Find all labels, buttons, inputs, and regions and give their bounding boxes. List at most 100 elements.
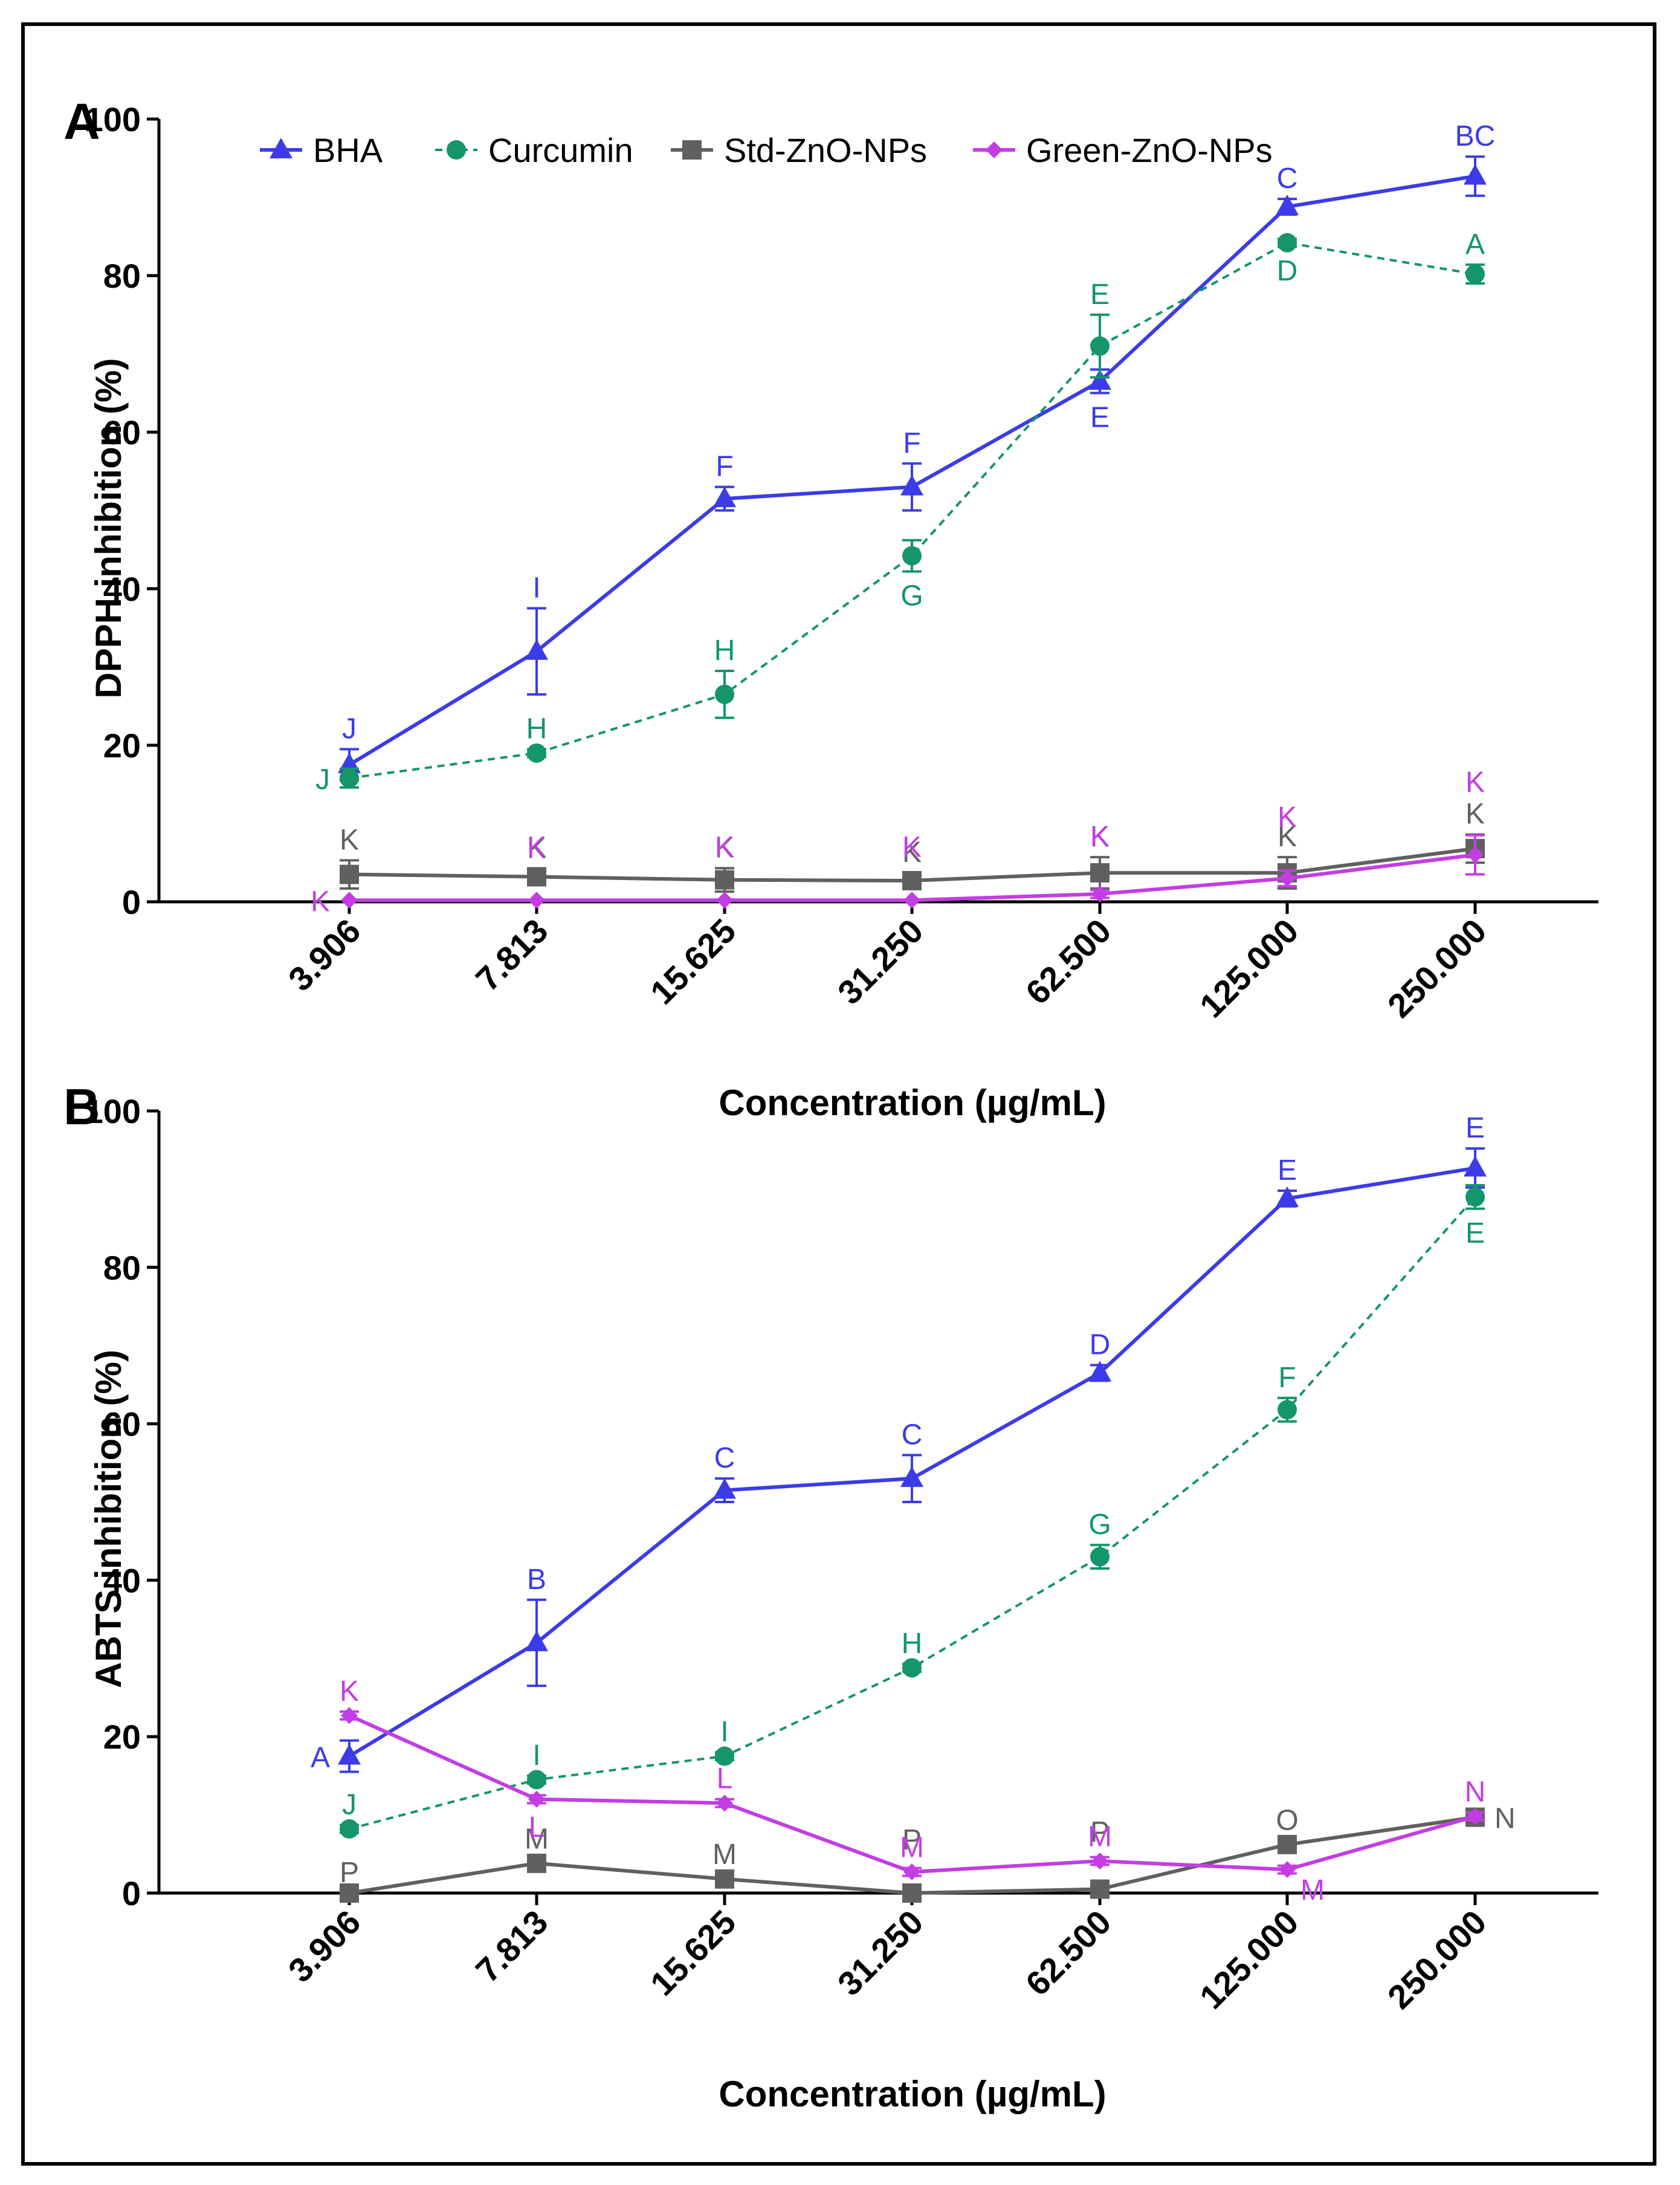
- panel-a-std-zno-nps-significance-letter: K: [340, 824, 359, 856]
- panel-b-green-zno-nps-significance-letter: M: [1088, 1821, 1112, 1853]
- panel-b-curcumin-point: [340, 1819, 359, 1839]
- panel-b-y-tick-label: 80: [103, 1249, 141, 1287]
- panel-b-bha-significance-letter: A: [311, 1742, 330, 1774]
- panel-a-y-axis-title: DPPH inhibition (%): [88, 358, 129, 698]
- panel-a-series-curcumin: [340, 233, 1485, 789]
- panel-b-green-zno-nps-significance-letter: N: [1465, 1776, 1486, 1808]
- panel-b-curcumin-point: [527, 1770, 546, 1790]
- panel-b-bha-point: [338, 1744, 361, 1765]
- panel-b-std-zno-nps-point: [1278, 1834, 1297, 1854]
- panel-b-bha-point: [1276, 1186, 1299, 1207]
- panel-a-bha-point: [1088, 369, 1111, 390]
- panel-b-std-zno-nps-point: [1090, 1879, 1110, 1899]
- panel-b-green-zno-nps-point: [903, 1863, 920, 1881]
- panel-b-green-zno-nps-point: [528, 1790, 545, 1808]
- panel-a-bha-significance-letter: E: [1090, 401, 1110, 433]
- panel-a-std-zno-nps-significance-letter: K: [902, 837, 922, 869]
- legend-marker-green-zno-nps: [986, 141, 1003, 158]
- panel-a-curcumin-significance-letter: A: [1465, 228, 1485, 261]
- legend-label-bha: BHA: [313, 131, 383, 169]
- panel-a-green-zno-nps-significance-letter: K: [902, 831, 922, 863]
- panel-b-green-zno-nps-point: [1467, 1808, 1484, 1825]
- panel-b-bha-significance-letter: E: [1465, 1112, 1485, 1144]
- panel-b-bha-significance-letter: E: [1278, 1154, 1297, 1186]
- panel-b-curcumin-point: [1278, 1400, 1297, 1420]
- panel-a-std-zno-nps-point: [715, 870, 734, 890]
- panel-a-std-zno-nps-point: [340, 864, 359, 884]
- panel-b-y-tick-label: 100: [85, 1092, 141, 1130]
- panel-b-y-axis-title: ABTS inhibition (%): [88, 1350, 129, 1688]
- panel-b-bha-significance-letter: D: [1090, 1329, 1111, 1361]
- panel-a-curcumin-point: [1278, 233, 1297, 253]
- panel-b-std-zno-nps-point: [715, 1869, 734, 1889]
- panel-b-label: B: [63, 1078, 100, 1135]
- panel-b-green-zno-nps-significance-letter: L: [717, 1763, 733, 1795]
- panel-a-green-zno-nps-point: [1279, 870, 1296, 887]
- panel-b-green-zno-nps-point: [341, 1707, 358, 1724]
- panel-b-std-zno-nps-point: [340, 1883, 359, 1903]
- panel-a-curcumin-point: [902, 546, 922, 566]
- panel-b-std-zno-nps-point: [902, 1883, 922, 1903]
- panel-a-green-zno-nps-point: [1091, 885, 1108, 903]
- panel-a-std-zno-nps-significance-letter: K: [527, 833, 546, 865]
- panel-b-std-zno-nps-point: [527, 1853, 546, 1873]
- panel-b-y-tick-label: 0: [122, 1874, 141, 1912]
- panel-b-green-zno-nps-significance-letter: K: [340, 1675, 359, 1708]
- panel-a-bha-significance-letter: BC: [1455, 120, 1496, 152]
- panel-a-curcumin-point: [715, 684, 734, 704]
- panel-b-curcumin-significance-letter: F: [1278, 1362, 1296, 1394]
- panel-b-curcumin-significance-letter: G: [1088, 1509, 1111, 1541]
- panel-a-curcumin-point: [340, 768, 359, 788]
- panel-a-y-tick-label: 20: [103, 727, 141, 765]
- panel-b-bha-significance-letter: C: [714, 1442, 735, 1474]
- legend-entry-std-zno-nps: Std-ZnO-NPs: [671, 131, 927, 169]
- panel-a-green-zno-nps-significance-letter: K: [1278, 801, 1297, 834]
- panel-a-std-zno-nps-significance-letter: K: [1090, 821, 1110, 853]
- panel-b-bha-significance-letter: C: [902, 1419, 923, 1451]
- panel-a-curcumin-significance-letter: D: [1277, 255, 1298, 287]
- legend-entry-bha: BHA: [260, 131, 383, 169]
- panel-a-y-tick-label: 80: [103, 257, 141, 295]
- panel-b-curcumin-significance-letter: I: [720, 1716, 728, 1748]
- panel-b-bha-point: [525, 1630, 548, 1651]
- panel-a-std-zno-nps-significance-letter: K: [715, 832, 734, 864]
- legend-entry-curcumin: Curcumin: [435, 131, 633, 169]
- panel-b-series-curcumin: [340, 1183, 1485, 1839]
- panel-b-y-tick-label: 60: [103, 1405, 141, 1443]
- panel-b-bha-point: [1464, 1156, 1487, 1177]
- panel-a-y-tick-label: 0: [122, 883, 141, 921]
- panel-b-std-zno-nps-significance-letter: O: [1276, 1804, 1298, 1836]
- panel-b-green-zno-nps-point: [716, 1795, 733, 1812]
- panel-a-std-zno-nps-significance-letter: K: [1465, 798, 1485, 830]
- panel-a-green-zno-nps-significance-letter: K: [527, 831, 546, 863]
- legend-marker-curcumin: [447, 140, 466, 160]
- panel-b-green-zno-nps-point: [1279, 1861, 1296, 1879]
- panel-a-std-zno-nps-point: [902, 871, 922, 891]
- legend-marker-std-zno-nps: [682, 140, 702, 160]
- panel-b-curcumin-point: [715, 1746, 734, 1766]
- panel-a-green-zno-nps-significance-letter: K: [1090, 821, 1110, 853]
- legend-label-std-zno-nps: Std-ZnO-NPs: [724, 131, 927, 169]
- panel-a-green-zno-nps-point: [1467, 846, 1484, 864]
- panel-a-legend: BHA Curcumin Std-ZnO-NPs Green-ZnO-NPs: [260, 131, 1273, 169]
- panel-b-std-zno-nps-significance-letter: N: [1494, 1802, 1516, 1834]
- panel-a-bha-significance-letter: I: [532, 572, 540, 604]
- panel-a-bha-point: [1276, 195, 1299, 216]
- panel-a-x-axis-title: Concentration (µg/mL): [719, 1083, 1106, 1123]
- panel-b-green-zno-nps-significance-letter: M: [900, 1832, 924, 1864]
- panel-a-green-zno-nps-point: [716, 892, 733, 909]
- panel-a-bha-point: [900, 474, 923, 496]
- panel-a-green-zno-nps-significance-letter: K: [311, 885, 330, 918]
- panel-b-green-zno-nps-point: [1091, 1852, 1108, 1869]
- panel-a-curcumin-significance-letter: H: [526, 713, 548, 745]
- panel-a-bha-significance-letter: F: [716, 451, 733, 483]
- panel-b-bha-point: [713, 1478, 736, 1499]
- panel-a-curcumin-point: [1090, 336, 1110, 356]
- legend-label-green-zno-nps: Green-ZnO-NPs: [1026, 131, 1273, 169]
- panel-a-series-green-zno-nps: [341, 834, 1485, 909]
- panel-b-green-zno-nps-significance-letter: M: [1300, 1874, 1325, 1906]
- panel-a-bha-point: [525, 639, 548, 660]
- legend-label-curcumin: Curcumin: [488, 131, 633, 169]
- panel-b-y-tick-label: 40: [103, 1561, 141, 1599]
- panel-a-curcumin-significance-letter: G: [900, 580, 923, 612]
